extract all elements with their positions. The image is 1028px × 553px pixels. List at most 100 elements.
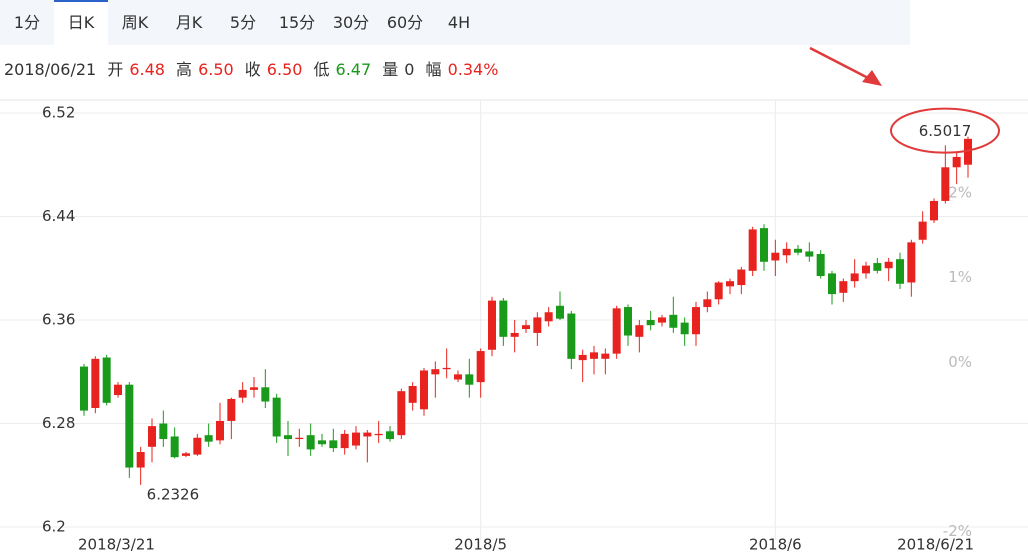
date: 2018/06/21 — [4, 60, 97, 79]
y2-tick-label: -2% — [943, 522, 972, 540]
candle-body — [839, 281, 848, 293]
candle-body — [216, 420, 224, 441]
period-tab[interactable]: 5分 — [229, 13, 257, 32]
candle-body — [204, 435, 213, 442]
y-tick-label: 6.44 — [42, 207, 75, 225]
period-tab[interactable]: 30分 — [332, 13, 370, 32]
candle-body — [159, 423, 168, 440]
candle-body — [794, 248, 802, 253]
candle-body — [748, 229, 757, 271]
y2-tick-label: 1% — [948, 268, 972, 286]
candle-body — [499, 300, 508, 337]
candle-body — [816, 254, 825, 276]
candle-body — [102, 357, 111, 403]
candle-body — [80, 366, 88, 411]
pointer-arrow — [809, 46, 873, 82]
candle-body — [624, 307, 632, 336]
candle-body — [918, 221, 927, 240]
close-value: 6.50 — [266, 60, 303, 79]
candle-body — [193, 437, 202, 455]
candle-body — [714, 282, 723, 300]
candle-body — [601, 353, 610, 359]
x-tick-label: 2018/6 — [749, 536, 802, 553]
volume-value: 0 — [404, 60, 415, 79]
candle-body — [488, 300, 496, 350]
candle-body — [295, 437, 304, 440]
candle-body — [556, 305, 564, 319]
change-value: 0.34% — [447, 60, 499, 79]
candle-body — [578, 354, 587, 361]
y2-tick-label: 0% — [948, 353, 972, 371]
candle-body — [227, 398, 236, 421]
high-value: 6.50 — [198, 60, 234, 79]
x-tick-label: 2018/5 — [454, 536, 507, 553]
candle-body — [646, 320, 655, 326]
low-label: 低 — [313, 60, 330, 79]
period-tab[interactable]: 周K — [121, 13, 149, 32]
y-tick-label: 6.52 — [42, 103, 75, 121]
candle-body — [318, 440, 326, 445]
period-tab[interactable]: 月K — [175, 13, 203, 32]
candle-body — [454, 374, 462, 380]
y2-tick-label: 2% — [948, 184, 972, 202]
candle-body — [760, 228, 768, 262]
low-value: 6.47 — [335, 60, 372, 79]
open-value: 6.48 — [129, 60, 165, 79]
candle-body — [148, 426, 156, 447]
candle-body — [658, 317, 666, 323]
candle-body — [91, 358, 100, 408]
candle-body — [182, 453, 190, 456]
period-tab[interactable]: 日K — [54, 0, 108, 45]
candle-body — [340, 433, 349, 449]
candle-body — [363, 432, 372, 437]
candle-body — [533, 317, 542, 333]
candle-body — [737, 269, 746, 286]
candle-body — [782, 248, 791, 256]
candle-body — [567, 313, 576, 359]
candle-body — [703, 299, 712, 308]
y-tick-label: 6.2 — [42, 518, 66, 536]
highlight-ellipse — [890, 107, 1000, 154]
change-label: 幅 — [425, 60, 442, 79]
candle-body — [544, 312, 553, 322]
candle-body — [476, 351, 485, 383]
period-tab[interactable]: 1分 — [13, 13, 41, 32]
period-tabs: 1分 日K 周K 月K 5分 15分 30分 60分 4H — [0, 0, 910, 45]
candle-body — [408, 386, 417, 403]
candle-body — [850, 273, 859, 282]
candle-body — [941, 167, 950, 201]
candle-body — [136, 452, 145, 468]
candle-body — [669, 314, 678, 328]
candle-body — [805, 251, 814, 257]
candle-body — [272, 397, 281, 437]
candle-body — [329, 440, 338, 449]
candle-body — [771, 252, 780, 261]
period-tab[interactable]: 4H — [447, 13, 471, 32]
high-label: 高 — [176, 60, 193, 79]
candle-body — [873, 263, 882, 271]
close-label: 收 — [244, 60, 261, 79]
candle-body — [352, 432, 360, 446]
candle-body — [862, 265, 870, 274]
candle-body — [284, 435, 292, 440]
candle-body — [238, 389, 247, 398]
candle-body — [896, 259, 904, 284]
candle-body — [125, 384, 134, 468]
candle-body — [431, 369, 440, 375]
x-tick-label: 2018/3/21 — [78, 536, 155, 553]
y-tick-label: 6.28 — [42, 414, 75, 432]
candle-body — [420, 370, 428, 410]
period-tab[interactable]: 15分 — [278, 13, 316, 32]
pointer-arrow-head — [862, 70, 882, 86]
candle-body — [907, 242, 916, 283]
candle-body — [374, 433, 383, 436]
candle-body — [465, 374, 474, 385]
candle-body — [635, 325, 644, 337]
period-tab[interactable]: 60分 — [386, 13, 424, 32]
candle-body — [590, 352, 598, 359]
candle-body — [964, 138, 972, 165]
candle-body — [884, 261, 893, 269]
annotation: 6.2326 — [147, 485, 200, 503]
